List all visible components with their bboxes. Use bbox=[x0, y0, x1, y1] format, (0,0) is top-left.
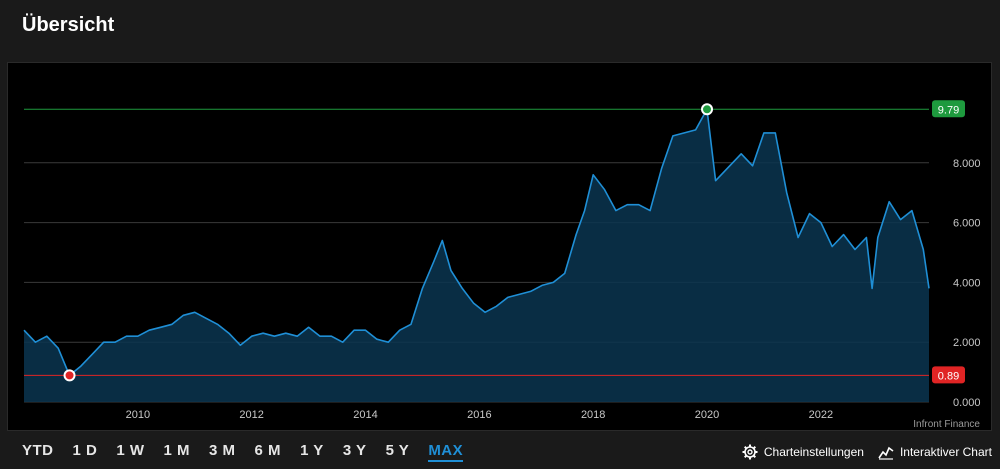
range-button-ytd[interactable]: YTD bbox=[22, 442, 54, 459]
y-tick-label: 6.000 bbox=[953, 218, 981, 230]
high-marker bbox=[701, 103, 714, 116]
range-button-1d[interactable]: 1 D bbox=[72, 442, 98, 459]
x-tick-label: 2018 bbox=[581, 409, 605, 421]
chart-svg[interactable]: 9.79 0.89 0.000 2.000 4.000 6.000 8.000 2010 20… bbox=[8, 63, 991, 430]
y-tick-label: 4.000 bbox=[953, 277, 981, 289]
range-button-1w[interactable]: 1 W bbox=[116, 442, 145, 459]
y-tick-label: 8.000 bbox=[953, 158, 981, 170]
price-chart[interactable]: 9.79 0.89 0.000 2.000 4.000 6.000 8.000 2010 20… bbox=[7, 62, 992, 431]
page-title: Übersicht bbox=[22, 14, 115, 36]
x-tick-label: 2022 bbox=[809, 409, 833, 421]
x-tick-label: 2014 bbox=[353, 409, 377, 421]
high-badge-label: 9.79 bbox=[938, 104, 959, 116]
low-badge bbox=[932, 366, 965, 384]
x-tick-label: 2010 bbox=[126, 409, 150, 421]
low-marker bbox=[63, 369, 76, 382]
range-button-5y[interactable]: 5 Y bbox=[385, 442, 410, 459]
range-button-3y[interactable]: 3 Y bbox=[342, 442, 367, 459]
interactive-chart-button[interactable]: Interaktiver Chart bbox=[878, 444, 992, 460]
chart-settings-button[interactable]: Charteinstellungen bbox=[742, 444, 864, 460]
range-button-max[interactable]: MAX bbox=[428, 442, 464, 462]
range-button-3m[interactable]: 3 M bbox=[209, 442, 236, 459]
line-chart-icon bbox=[878, 446, 894, 460]
range-selector: YTD 1 D 1 W 1 M 3 M 6 M 1 Y 3 Y 5 Y MAX bbox=[22, 440, 482, 464]
range-button-6m[interactable]: 6 M bbox=[254, 442, 282, 459]
price-area bbox=[24, 109, 929, 403]
interactive-chart-label: Interaktiver Chart bbox=[899, 445, 992, 459]
x-tick-label: 2012 bbox=[239, 409, 263, 421]
gear-icon bbox=[742, 444, 758, 460]
y-tick-label: 0.000 bbox=[953, 397, 981, 409]
x-tick-label: 2016 bbox=[467, 409, 491, 421]
chart-tools: Charteinstellungen Interaktiver Chart bbox=[728, 441, 992, 463]
low-badge-label: 0.89 bbox=[938, 370, 959, 382]
price-line bbox=[23, 108, 930, 377]
chart-settings-label: Charteinstellungen bbox=[763, 445, 864, 459]
range-button-1y[interactable]: 1 Y bbox=[300, 442, 324, 459]
credit-label: Infront Finance bbox=[913, 419, 980, 430]
range-button-1m[interactable]: 1 M bbox=[163, 442, 191, 459]
x-tick-label: 2020 bbox=[695, 409, 719, 421]
y-tick-label: 2.000 bbox=[953, 337, 981, 349]
high-badge bbox=[932, 100, 965, 118]
